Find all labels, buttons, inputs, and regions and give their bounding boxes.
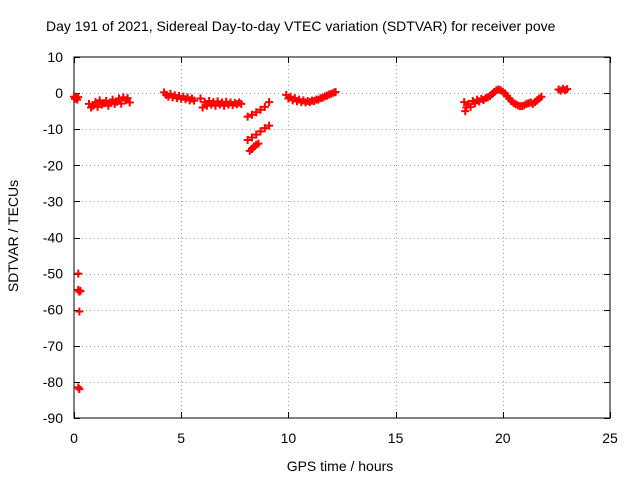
y-tick-label: 0 — [55, 85, 63, 101]
data-point — [256, 105, 265, 114]
x-tick-label: 20 — [495, 430, 511, 446]
y-tick-label: -50 — [43, 266, 63, 282]
data-point — [123, 94, 132, 103]
y-axis-label: SDTVAR / TECUs — [5, 180, 21, 292]
data-point — [190, 96, 199, 105]
y-tick-label: -60 — [43, 302, 63, 318]
data-point — [93, 102, 102, 111]
x-axis-label: GPS time / hours — [287, 458, 394, 474]
x-tick-label: 0 — [70, 430, 78, 446]
y-tick-label: -90 — [43, 410, 63, 426]
data-point — [260, 102, 269, 111]
data-point — [254, 139, 263, 148]
data-point — [252, 130, 261, 139]
chart-title: Day 191 of 2021, Sidereal Day-to-day VTE… — [46, 18, 556, 34]
data-point — [108, 95, 117, 104]
data-point — [265, 98, 274, 107]
data-point — [265, 121, 274, 130]
data-point — [252, 108, 261, 117]
data-point — [237, 99, 246, 108]
data-point — [247, 110, 256, 119]
data-point — [243, 112, 252, 121]
data-point — [460, 98, 469, 107]
x-tick-label: 5 — [177, 430, 185, 446]
data-point — [102, 97, 111, 106]
y-tick-label: -40 — [43, 230, 63, 246]
data-point — [202, 101, 211, 110]
data-point — [198, 103, 207, 112]
data-point — [211, 101, 220, 110]
data-point — [563, 85, 572, 94]
data-point — [260, 124, 269, 133]
data-point — [76, 286, 85, 295]
data-point — [75, 307, 84, 316]
x-tick-label: 15 — [388, 430, 404, 446]
data-point — [247, 133, 256, 142]
data-points — [70, 84, 572, 394]
y-tick-label: -70 — [43, 338, 63, 354]
data-point — [256, 127, 265, 136]
data-point — [74, 93, 83, 102]
y-tick-label: -10 — [43, 121, 63, 137]
grid-lines — [74, 57, 610, 418]
data-point — [537, 92, 546, 101]
y-tick-label: -80 — [43, 374, 63, 390]
data-point — [196, 94, 205, 103]
data-point — [91, 98, 100, 107]
x-tick-label: 25 — [602, 430, 618, 446]
plot-frame — [73, 56, 611, 419]
y-tick-label: -30 — [43, 193, 63, 209]
axis-ticks: 0 5 10 15 20 25 10 0 -10 -20 -30 -40 -50 -60 -70 -80 -90 — [43, 49, 618, 446]
data-point — [125, 98, 134, 107]
data-point — [466, 102, 475, 111]
data-point — [74, 269, 83, 278]
data-point — [75, 385, 84, 394]
data-point — [331, 88, 340, 97]
data-point — [115, 94, 124, 103]
y-tick-label: -20 — [43, 157, 63, 173]
data-point — [117, 99, 126, 108]
y-tick-label: 10 — [47, 49, 63, 65]
data-point — [243, 136, 252, 145]
x-tick-label: 10 — [281, 430, 297, 446]
